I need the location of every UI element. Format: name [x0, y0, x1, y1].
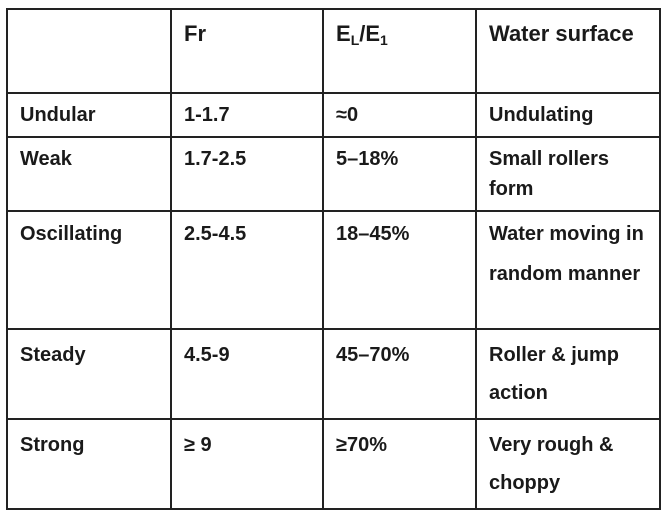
table-cell: 45–70% [322, 328, 477, 420]
table-body: Fr EL/E1 Water surface Undular 1-1.7 ≈0 Undula… [6, 8, 661, 510]
page: Fr EL/E1 Water surface Undular 1-1.7 ≈0 Undula… [6, 8, 661, 510]
header-cell [6, 8, 172, 94]
header-row: Fr EL/E1 Water surface [6, 8, 661, 94]
table-cell: 2.5-4.5 [170, 210, 324, 330]
table-cell: Weak [6, 136, 172, 212]
table-cell: 4.5-9 [170, 328, 324, 420]
table-row: Oscillating 2.5-4.5 18–45% Water moving in … [6, 210, 661, 330]
table-cell: Oscillating [6, 210, 172, 330]
header-cell: Water surface [475, 8, 661, 94]
table-cell: ≥70% [322, 418, 477, 510]
subscript: L [350, 32, 360, 48]
table-cell: Roller & jump action [475, 328, 661, 420]
table-cell: Very rough & choppy [475, 418, 661, 510]
table-cell: Small rollers form [475, 136, 661, 212]
table-cell: Undulating [475, 92, 661, 138]
table-cell: 18–45% [322, 210, 477, 330]
header-cell: Fr [170, 8, 324, 94]
table-row: Weak 1.7-2.5 5–18% Small rollers form [6, 136, 661, 212]
header-text: /E [359, 21, 381, 46]
table-cell: Undular [6, 92, 172, 138]
subscript: 1 [380, 32, 388, 48]
table-cell: ≥ 9 [170, 418, 324, 510]
table-cell: Steady [6, 328, 172, 420]
table-cell: Water moving in random manner [475, 210, 661, 330]
table-cell: ≈0 [322, 92, 477, 138]
table-container: Fr EL/E1 Water surface Undular 1-1.7 ≈0 Undula… [6, 8, 661, 510]
table-row: Strong ≥ 9 ≥70% Very rough & choppy [6, 418, 661, 510]
table-row: Undular 1-1.7 ≈0 Undulating [6, 92, 661, 138]
table-cell: Strong [6, 418, 172, 510]
table-cell: 1.7-2.5 [170, 136, 324, 212]
header-text: E [336, 21, 351, 46]
header-cell: EL/E1 [322, 8, 477, 94]
table: Fr EL/E1 Water surface Undular 1-1.7 ≈0 Undula… [6, 8, 661, 510]
table-cell: 5–18% [322, 136, 477, 212]
table-cell: 1-1.7 [170, 92, 324, 138]
table-row: Steady 4.5-9 45–70% Roller & jump action [6, 328, 661, 420]
